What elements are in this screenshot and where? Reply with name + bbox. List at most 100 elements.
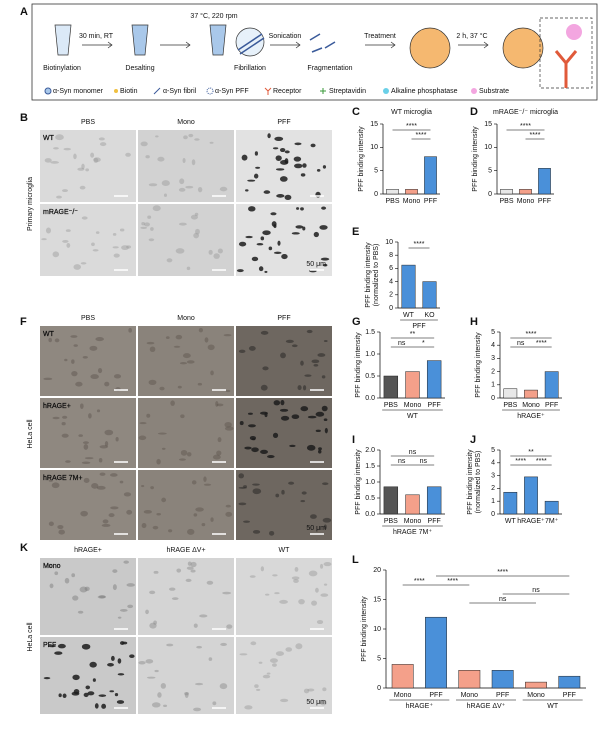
cell-texture bbox=[139, 422, 147, 425]
micrograph-image bbox=[236, 204, 332, 276]
x-tick-label: Mono bbox=[517, 198, 535, 205]
cell-texture bbox=[321, 206, 327, 210]
cell-texture bbox=[138, 435, 147, 441]
cell-texture bbox=[199, 614, 208, 618]
cell-texture bbox=[302, 163, 307, 168]
y-tick-label: 0 bbox=[491, 395, 495, 402]
bar bbox=[538, 168, 551, 195]
cell-texture bbox=[323, 339, 328, 343]
cell-texture bbox=[117, 658, 122, 664]
cell-texture bbox=[64, 577, 70, 584]
cell-texture bbox=[104, 429, 114, 436]
cell-texture bbox=[262, 366, 269, 371]
cell-texture bbox=[80, 262, 87, 265]
cell-texture bbox=[291, 232, 300, 235]
y-tick-label: 6 bbox=[389, 265, 393, 272]
cell-texture bbox=[216, 403, 224, 407]
y-tick-label: 15 bbox=[373, 596, 381, 603]
cell-texture bbox=[125, 152, 131, 157]
x-tick-label: WT bbox=[403, 312, 415, 319]
cell-texture bbox=[289, 444, 296, 448]
cell-texture bbox=[161, 447, 166, 450]
cell-texture bbox=[56, 195, 62, 199]
cell-texture bbox=[96, 409, 101, 413]
group-label: WT bbox=[407, 413, 419, 420]
cell-texture bbox=[255, 166, 261, 169]
cell-texture bbox=[275, 493, 280, 498]
cell-texture bbox=[219, 186, 228, 192]
cell-texture bbox=[269, 530, 275, 536]
cell-texture bbox=[49, 583, 54, 589]
column-header: Mono bbox=[177, 119, 195, 126]
micrograph-image bbox=[138, 130, 234, 202]
cell-texture bbox=[99, 142, 107, 147]
cell-texture bbox=[168, 529, 173, 533]
step-label: Treatment bbox=[364, 33, 396, 40]
bar bbox=[503, 491, 518, 515]
micrograph-image bbox=[236, 637, 332, 714]
cell-texture bbox=[71, 573, 76, 578]
cell-texture bbox=[273, 251, 282, 255]
cell-texture bbox=[253, 173, 259, 179]
cell-texture bbox=[61, 433, 69, 438]
cell-texture bbox=[159, 386, 165, 391]
cell-texture bbox=[150, 486, 154, 490]
cell-texture bbox=[114, 693, 119, 697]
micrograph-image bbox=[138, 637, 234, 714]
cell-texture bbox=[149, 346, 156, 353]
column-header: Mono bbox=[177, 315, 195, 322]
scale-bar-label: 50 μm bbox=[306, 525, 326, 532]
cell-texture bbox=[191, 480, 197, 485]
cell-texture bbox=[52, 251, 60, 258]
cell-texture bbox=[281, 254, 288, 260]
cell-texture bbox=[126, 245, 132, 249]
cell-texture bbox=[322, 687, 327, 692]
x-tick-label: PFF bbox=[545, 402, 558, 409]
bar bbox=[500, 189, 513, 195]
panel-label: H bbox=[470, 316, 478, 328]
cell-texture bbox=[173, 345, 181, 348]
x-tick-label: Mono bbox=[527, 692, 545, 699]
cell-texture bbox=[207, 344, 215, 351]
group-label: hRAGE⁺ bbox=[406, 703, 434, 710]
cell-texture bbox=[71, 371, 78, 377]
y-tick-label: 4 bbox=[491, 460, 495, 467]
cell-texture bbox=[43, 677, 51, 680]
cell-texture bbox=[251, 437, 256, 441]
bar bbox=[458, 670, 481, 689]
cell-texture bbox=[316, 169, 321, 172]
panel-label: A bbox=[20, 6, 28, 18]
cell-texture bbox=[170, 400, 175, 406]
cell-texture bbox=[226, 624, 233, 629]
schematic-legend-icons bbox=[44, 87, 477, 95]
cell-texture bbox=[62, 239, 69, 243]
cell-texture bbox=[101, 703, 107, 709]
bar bbox=[383, 375, 399, 399]
cell-texture bbox=[195, 507, 204, 512]
cell-texture bbox=[277, 240, 281, 246]
cell-texture bbox=[249, 575, 256, 578]
cell-texture bbox=[204, 337, 209, 343]
chart-title: WT microglia bbox=[391, 109, 432, 116]
significance-label: **** bbox=[515, 458, 526, 465]
bar bbox=[383, 486, 399, 515]
y-tick-label: 5 bbox=[491, 329, 495, 336]
cell-texture bbox=[254, 151, 258, 156]
significance-label: ns bbox=[398, 458, 406, 465]
row-label: hRAGE 7M+ bbox=[43, 475, 83, 482]
cell-texture bbox=[320, 257, 330, 261]
cell-texture bbox=[97, 368, 103, 374]
cell-texture bbox=[219, 683, 228, 690]
cell-texture bbox=[260, 236, 265, 241]
cell-texture bbox=[52, 416, 60, 420]
cell-texture bbox=[276, 194, 285, 198]
y-tick-label: 0 bbox=[389, 305, 393, 312]
bar bbox=[544, 371, 559, 399]
cell-texture bbox=[48, 479, 53, 482]
cell-texture bbox=[64, 358, 68, 362]
cell-texture bbox=[126, 509, 133, 515]
cell-texture bbox=[186, 360, 195, 364]
cell-texture bbox=[288, 481, 295, 485]
bar bbox=[558, 675, 581, 689]
column-header: PFF bbox=[277, 315, 290, 322]
